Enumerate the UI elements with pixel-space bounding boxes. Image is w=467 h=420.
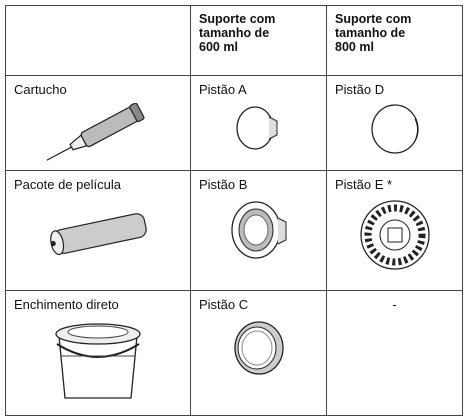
header-cell: Suporte com tamanho de 800 ml (326, 5, 463, 76)
cell-text: - (392, 297, 397, 312)
header-cell (5, 5, 191, 76)
header-row: Suporte com tamanho de 600 ml Suporte co… (5, 5, 463, 76)
cell-text: Pistão A (199, 82, 247, 97)
cell: Enchimento direto (5, 290, 191, 416)
table-row: Enchimento direto Pistão C - (5, 290, 463, 416)
cell: Cartucho (5, 75, 191, 171)
table-row: Pacote de película Pistão B Pistão E * (5, 170, 463, 291)
cell: Pistão E * (326, 170, 463, 291)
header-text: Suporte com tamanho de 600 ml (199, 12, 276, 54)
piston-icon (230, 201, 286, 259)
cell-text: Pistão E * (335, 177, 393, 192)
piston-icon (235, 106, 277, 150)
cell: Pacote de película (5, 170, 191, 291)
cell-text: Pistão B (199, 177, 248, 192)
cell-text: Pacote de película (14, 177, 121, 192)
cell-text: Cartucho (14, 82, 67, 97)
cartridge-icon (46, 103, 145, 161)
cell: Pistão B (190, 170, 327, 291)
cell-text: Enchimento direto (14, 297, 119, 312)
cell-text: Pistão D (335, 82, 385, 97)
header-cell: Suporte com tamanho de 600 ml (190, 5, 327, 76)
cell-text: Pistão C (199, 297, 249, 312)
header-text: Suporte com tamanho de 800 ml (335, 12, 412, 54)
piston-icon (370, 104, 419, 154)
film-pack-icon (50, 213, 147, 256)
cell: Pistão D (326, 75, 463, 171)
table-row: Cartucho Pistão A Pistão D (5, 75, 463, 171)
piston-icon (233, 321, 284, 375)
cell: Pistão C (190, 290, 327, 416)
parts-table: Suporte com tamanho de 600 ml Suporte co… (5, 5, 463, 416)
bucket-icon (55, 323, 141, 399)
piston-icon (359, 200, 430, 270)
cell: - (326, 290, 463, 416)
cell: Pistão A (190, 75, 327, 171)
